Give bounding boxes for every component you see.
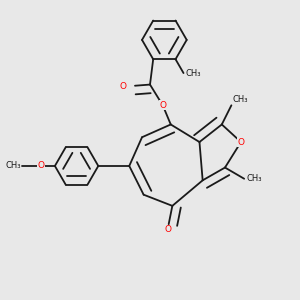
Text: O: O xyxy=(120,82,127,91)
Text: CH₃: CH₃ xyxy=(247,174,262,183)
Text: CH₃: CH₃ xyxy=(5,161,21,170)
Text: O: O xyxy=(159,101,166,110)
Text: O: O xyxy=(164,225,171,234)
Text: O: O xyxy=(38,161,44,170)
Text: CH₃: CH₃ xyxy=(233,95,248,104)
Text: O: O xyxy=(238,137,244,146)
Text: CH₃: CH₃ xyxy=(185,69,201,78)
